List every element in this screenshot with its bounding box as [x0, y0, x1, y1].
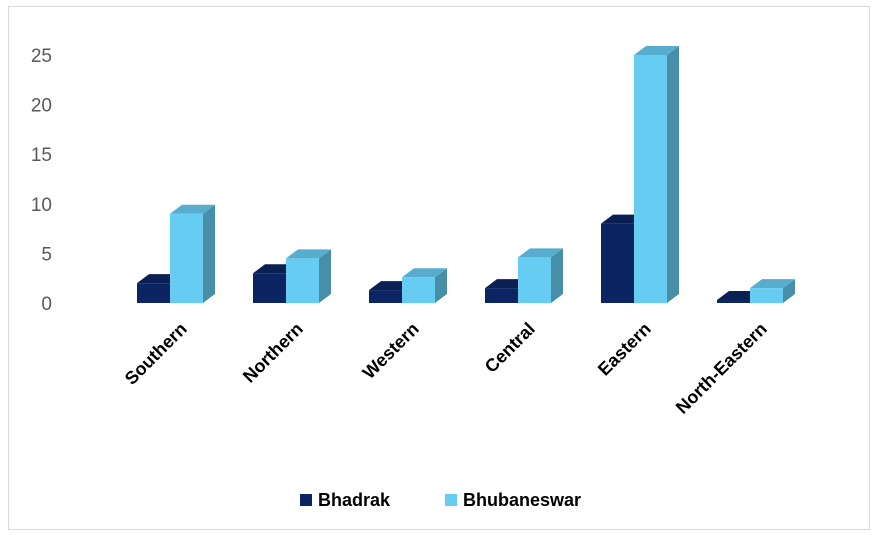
y-tick-label: 20 — [31, 96, 52, 117]
x-tick-label: Northern — [239, 319, 307, 387]
y-tick-label: 15 — [31, 145, 52, 166]
legend: Bhadrak Bhubaneswar — [300, 490, 581, 510]
x-tick-label: North-Eastern — [672, 319, 771, 418]
bar-side — [667, 46, 679, 303]
legend-item-bhubaneswar: Bhubaneswar — [445, 490, 581, 510]
y-axis-ticks: 0 5 10 15 20 25 — [31, 46, 52, 315]
bar-front — [601, 223, 634, 303]
legend-swatch — [445, 494, 457, 506]
y-tick-label: 10 — [31, 195, 52, 216]
bar-front — [402, 277, 435, 303]
bar-front — [137, 283, 170, 303]
x-tick-label: Eastern — [594, 319, 655, 380]
bar-top — [750, 279, 795, 289]
x-tick-label: Western — [359, 319, 423, 383]
bar-bhubaneswar-southern — [170, 204, 215, 303]
bar-side — [435, 268, 447, 303]
bar-top — [170, 204, 215, 214]
bar-front — [170, 213, 203, 303]
chart-frame — [8, 6, 870, 530]
bar-front — [369, 290, 402, 303]
bar-bhubaneswar-central — [518, 248, 563, 303]
bar-front — [634, 55, 667, 303]
y-tick-label: 0 — [41, 294, 52, 315]
bar-bhubaneswar-northern — [286, 249, 331, 303]
bar-front — [518, 257, 551, 303]
x-axis-labels: Southern Northern Western Central Eastern Nor… — [121, 319, 771, 418]
bar-side — [319, 249, 331, 303]
legend-label: Bhubaneswar — [463, 490, 581, 510]
bar-front — [253, 273, 286, 303]
bar-side — [551, 248, 563, 303]
bar-top — [286, 249, 331, 259]
bar-top — [634, 46, 679, 55]
bar-front — [485, 288, 518, 303]
bar-front — [286, 258, 319, 303]
bar-top — [518, 248, 563, 258]
legend-swatch — [300, 494, 312, 506]
bar-top — [402, 268, 447, 278]
bar-bhubaneswar-western — [402, 268, 447, 303]
bars — [137, 46, 795, 303]
legend-label: Bhadrak — [318, 490, 391, 510]
bar-front — [717, 300, 750, 303]
bar-bhubaneswar-north-eastern — [750, 279, 795, 303]
y-tick-label: 5 — [41, 244, 52, 265]
bar-front — [750, 288, 783, 303]
y-tick-label: 25 — [31, 46, 52, 67]
bar-side — [203, 204, 215, 303]
x-tick-label: Central — [481, 319, 539, 377]
bar-side — [783, 279, 795, 303]
bar-bhubaneswar-eastern — [634, 46, 679, 303]
x-tick-label: Southern — [121, 319, 191, 389]
legend-item-bhadrak: Bhadrak — [300, 490, 391, 510]
